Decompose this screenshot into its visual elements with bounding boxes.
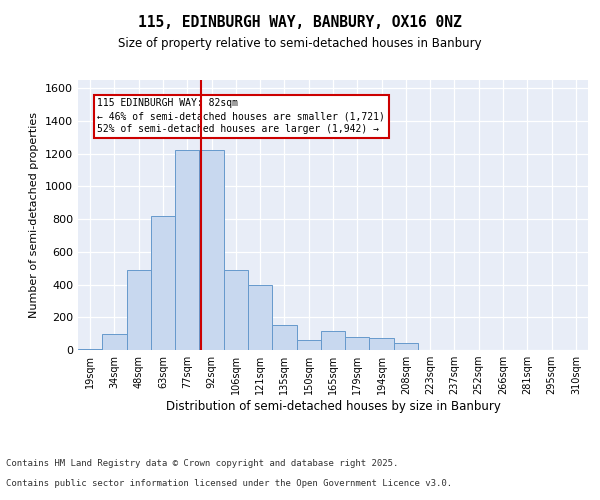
Bar [78,349,102,350]
Bar [224,270,248,350]
X-axis label: Distribution of semi-detached houses by size in Banbury: Distribution of semi-detached houses by … [166,400,500,413]
Bar [345,337,370,350]
Bar [127,270,151,350]
Bar [151,216,175,350]
Bar [272,324,296,350]
Bar [296,340,321,350]
Y-axis label: Number of semi-detached properties: Number of semi-detached properties [29,112,40,318]
Bar [370,338,394,350]
Text: Contains HM Land Registry data © Crown copyright and database right 2025.: Contains HM Land Registry data © Crown c… [6,458,398,468]
Bar [321,331,345,350]
Bar [175,150,199,350]
Bar [248,284,272,350]
Text: 115, EDINBURGH WAY, BANBURY, OX16 0NZ: 115, EDINBURGH WAY, BANBURY, OX16 0NZ [138,15,462,30]
Text: Size of property relative to semi-detached houses in Banbury: Size of property relative to semi-detach… [118,38,482,51]
Text: Contains public sector information licensed under the Open Government Licence v3: Contains public sector information licen… [6,478,452,488]
Bar [102,334,127,350]
Bar [199,150,224,350]
Bar [394,344,418,350]
Text: 115 EDINBURGH WAY: 82sqm
← 46% of semi-detached houses are smaller (1,721)
52% o: 115 EDINBURGH WAY: 82sqm ← 46% of semi-d… [97,98,385,134]
